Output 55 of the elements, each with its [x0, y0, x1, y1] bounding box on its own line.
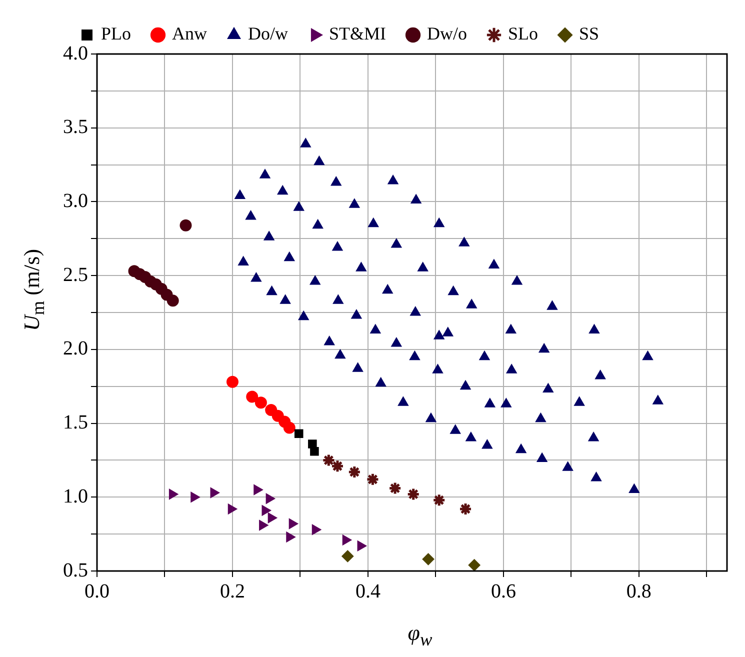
x-axis-title: φ$_{w}$	[408, 620, 432, 650]
point	[432, 493, 446, 507]
point	[254, 484, 263, 496]
point	[388, 482, 402, 496]
point	[166, 294, 179, 307]
y-tick-label: 1.5	[63, 412, 88, 434]
point	[312, 524, 322, 535]
x-tick-label: 0.8	[626, 580, 652, 602]
point	[262, 505, 271, 516]
point	[330, 459, 344, 473]
legend-label: SS	[579, 24, 600, 44]
point	[322, 453, 336, 467]
point	[422, 553, 434, 566]
point	[406, 487, 420, 501]
x-tick-label: 0.0	[84, 580, 110, 602]
legend-label: Dw/o	[427, 24, 468, 44]
legend-label: ST&MI	[329, 24, 386, 44]
point	[228, 504, 238, 514]
point	[288, 518, 298, 529]
point	[468, 559, 480, 571]
y-tick-label: 3.0	[63, 190, 88, 212]
point	[210, 487, 220, 498]
y-tick-label: 2.5	[63, 264, 88, 286]
point	[226, 376, 238, 388]
legend-label: SLo	[508, 24, 538, 44]
point	[348, 465, 362, 479]
y-tick-label: 3.5	[63, 116, 88, 138]
point	[259, 520, 268, 530]
y-tick-label: 1.0	[63, 485, 88, 508]
x-tick-label: 0.6	[490, 580, 516, 602]
point	[190, 492, 200, 502]
x-tick-label: 0.2	[220, 580, 245, 602]
point	[254, 396, 267, 409]
point	[283, 422, 296, 434]
point	[357, 540, 367, 552]
point	[310, 446, 319, 456]
point	[366, 472, 380, 486]
point	[308, 440, 317, 448]
point	[458, 502, 472, 516]
point	[246, 390, 258, 403]
legend-label: Do/w	[248, 24, 288, 44]
point	[342, 550, 354, 562]
point	[342, 534, 352, 546]
point	[268, 512, 278, 524]
point	[168, 488, 178, 500]
legend-label: PLo	[101, 24, 132, 44]
point	[286, 532, 296, 542]
y-tick-label: 4.0	[63, 42, 88, 64]
x-tick-label: 0.4	[355, 580, 380, 602]
point	[294, 429, 304, 438]
legend-label: Anw	[172, 24, 208, 44]
y-tick-label: 0.5	[63, 559, 88, 582]
point	[180, 219, 192, 232]
y-tick-label: 2.0	[63, 338, 88, 360]
point	[266, 493, 276, 504]
